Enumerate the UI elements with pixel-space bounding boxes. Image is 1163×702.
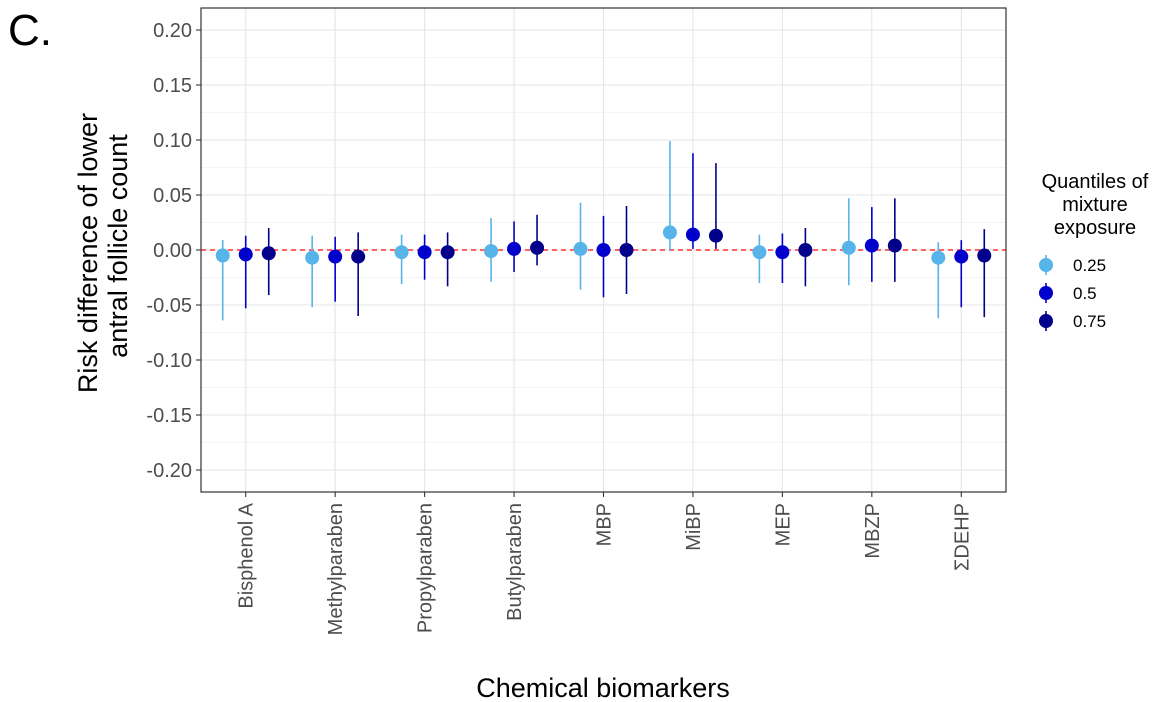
data-marks <box>215 141 992 321</box>
data-point <box>305 250 320 265</box>
data-point <box>662 225 677 240</box>
data-point <box>798 243 813 257</box>
y-tick-label: -0.20 <box>146 460 192 482</box>
y-tick-label: 0.05 <box>153 185 192 207</box>
y-tick-label: -0.15 <box>146 405 192 427</box>
y-tick-label: 0.15 <box>153 75 192 97</box>
data-point <box>931 250 946 265</box>
data-point <box>752 245 767 260</box>
data-point <box>328 249 343 264</box>
x-tick-label: Propylparaben <box>415 503 437 633</box>
data-point <box>596 243 611 257</box>
x-tick-label: MBZP <box>862 503 884 559</box>
y-axis-title-line-2: antral follicle count <box>103 134 133 358</box>
data-point <box>530 240 545 255</box>
data-point <box>775 245 790 260</box>
data-point <box>261 246 276 261</box>
legend-title-line-2: mixture <box>1062 194 1128 216</box>
data-point <box>685 227 700 242</box>
legend-key-point <box>1039 314 1053 328</box>
legend-title-line-1: Quantiles of <box>1042 171 1149 193</box>
legend-key-point <box>1039 286 1053 300</box>
data-point <box>954 249 969 264</box>
y-tick-label: 0.20 <box>153 20 192 42</box>
data-point <box>417 245 432 260</box>
data-point <box>977 248 992 263</box>
y-tick-label: -0.05 <box>146 295 192 317</box>
panel-label: C. <box>8 6 52 55</box>
x-axis-ticks: Bisphenol A Methylparaben Propylparaben But… <box>236 492 973 635</box>
y-axis-title-line-1: Risk difference of lower <box>73 113 103 393</box>
data-point <box>351 249 366 264</box>
data-point <box>573 241 588 256</box>
data-point <box>215 248 230 263</box>
data-point <box>238 247 253 262</box>
legend-key-point <box>1039 258 1053 272</box>
data-point <box>708 228 723 243</box>
x-tick-label: Butylparaben <box>504 503 526 621</box>
data-point <box>887 238 902 253</box>
data-point <box>440 245 455 260</box>
x-tick-label: Methylparaben <box>325 503 347 635</box>
y-axis-ticks: 0.20 0.15 0.10 0.05 0.00 -0.05 -0.10 -0.15 -0.20 <box>146 20 201 482</box>
x-tick-label: Bisphenol A <box>236 502 258 608</box>
data-point <box>864 238 879 253</box>
y-tick-label: -0.10 <box>146 350 192 372</box>
data-point <box>394 245 409 260</box>
x-tick-label: ΣDEHP <box>951 503 973 571</box>
data-point <box>484 244 499 259</box>
legend-label: 0.5 <box>1073 284 1097 303</box>
legend-items: 0.25 0.5 0.75 <box>1039 255 1106 331</box>
x-axis-title: Chemical biomarkers <box>476 673 730 702</box>
data-point <box>507 241 522 256</box>
legend-title-line-3: exposure <box>1054 217 1136 239</box>
x-tick-label: MiBP <box>683 503 705 551</box>
x-tick-label: MBP <box>594 503 616 546</box>
data-point <box>619 243 634 257</box>
x-tick-label: MEP <box>772 503 794 546</box>
data-point <box>841 240 856 255</box>
y-tick-label: 0.10 <box>153 130 192 152</box>
legend-label: 0.75 <box>1073 312 1106 331</box>
legend: Quantiles of mixture exposure 0.25 0.5 0.7… <box>1039 171 1149 331</box>
legend-label: 0.25 <box>1073 256 1106 275</box>
y-tick-label: 0.00 <box>153 240 192 262</box>
